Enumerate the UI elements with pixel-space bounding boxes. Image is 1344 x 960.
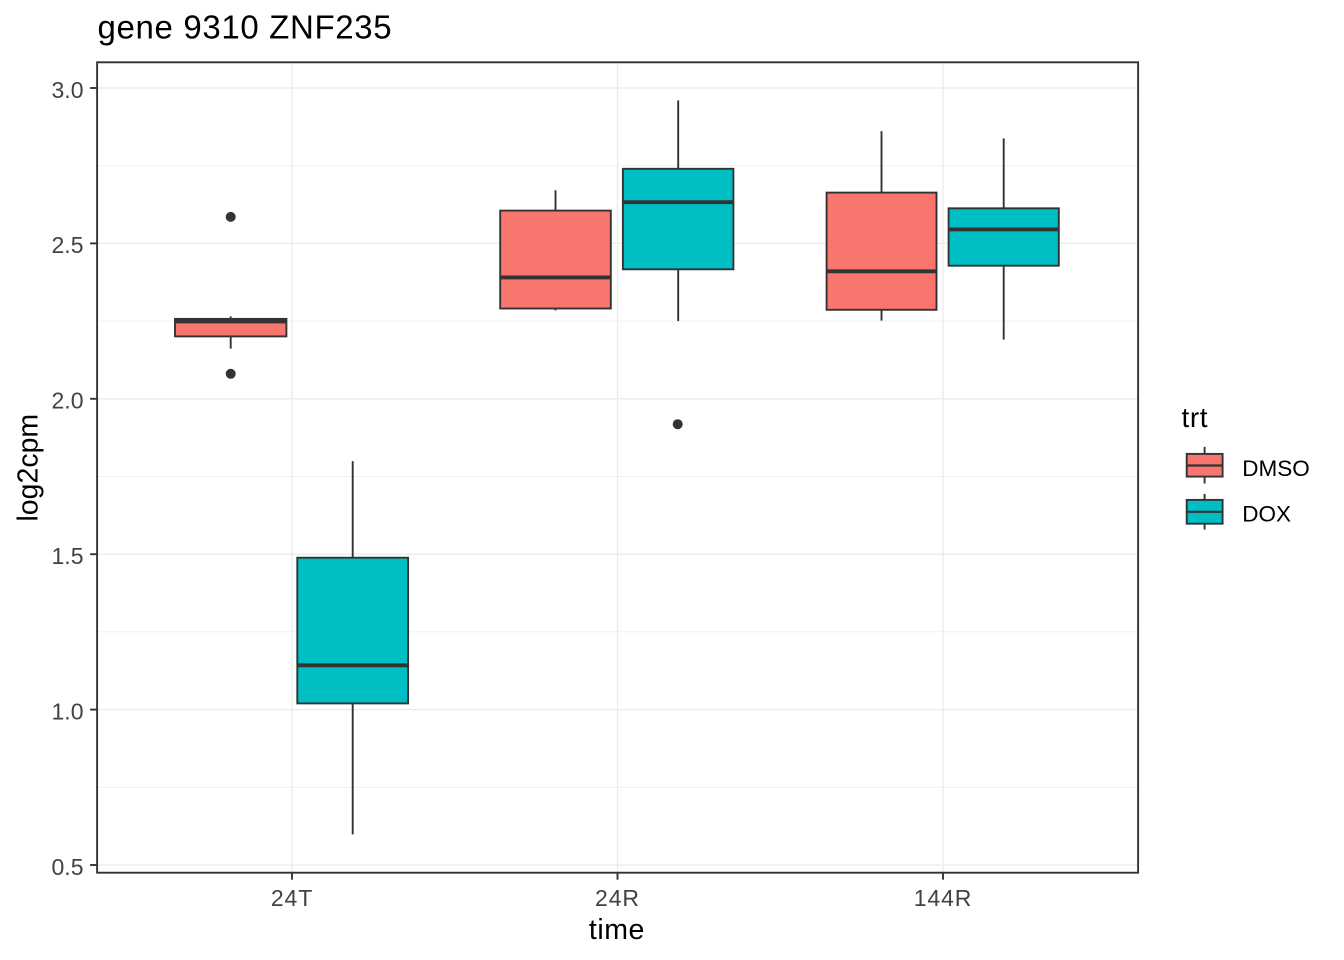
svg-text:1.5: 1.5 xyxy=(52,543,84,569)
svg-text:24R: 24R xyxy=(595,885,640,911)
svg-text:time: time xyxy=(589,914,645,946)
svg-text:trt: trt xyxy=(1182,402,1209,433)
svg-text:2.5: 2.5 xyxy=(52,232,84,258)
svg-text:144R: 144R xyxy=(914,885,973,911)
svg-text:3.0: 3.0 xyxy=(52,77,84,103)
svg-text:gene 9310 ZNF235: gene 9310 ZNF235 xyxy=(98,9,393,46)
svg-text:0.5: 0.5 xyxy=(52,854,84,880)
svg-text:DMSO: DMSO xyxy=(1242,456,1310,481)
svg-text:DOX: DOX xyxy=(1242,502,1291,527)
svg-text:24T: 24T xyxy=(271,885,313,911)
svg-text:1.0: 1.0 xyxy=(52,698,84,724)
svg-text:2.0: 2.0 xyxy=(52,388,84,414)
svg-text:log2cpm: log2cpm xyxy=(13,414,45,522)
